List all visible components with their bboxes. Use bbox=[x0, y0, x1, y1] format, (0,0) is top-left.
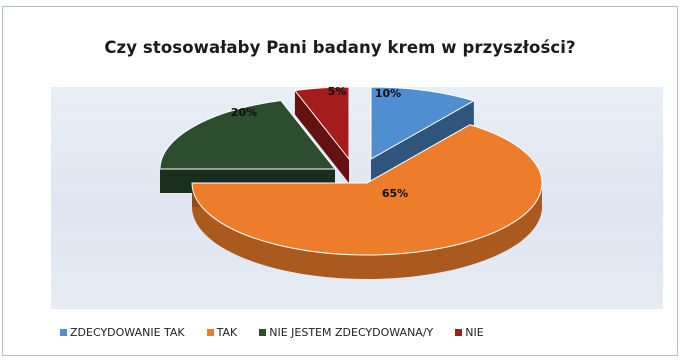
slice-side-3 bbox=[294, 90, 349, 183]
data-label: 10% bbox=[375, 87, 401, 100]
legend-swatch bbox=[455, 329, 463, 336]
pie-slice-tak bbox=[191, 124, 543, 256]
legend-item: NIE bbox=[455, 326, 484, 339]
data-label: 20% bbox=[231, 106, 257, 119]
legend-item: TAK bbox=[206, 326, 238, 339]
legend-swatch bbox=[259, 329, 267, 336]
legend-label: TAK bbox=[216, 326, 238, 339]
pie-slice-nie bbox=[293, 86, 350, 161]
pie-slice-zdecydowanie-tak bbox=[370, 86, 476, 160]
legend-label: ZDECYDOWANIE TAK bbox=[70, 326, 185, 339]
chart-legend: ZDECYDOWANIE TAK TAK NIE JESTEM ZDECYDOWAN… bbox=[60, 326, 506, 339]
legend-item: ZDECYDOWANIE TAK bbox=[60, 326, 185, 339]
data-label: 5% bbox=[328, 85, 347, 98]
legend-label: NIE bbox=[465, 326, 484, 339]
pie-slice-nie-jestem-zdecydowana-y bbox=[159, 99, 337, 170]
chart-title: Czy stosowałaby Pani badany krem w przys… bbox=[104, 38, 576, 57]
slice-side-0 bbox=[371, 100, 474, 183]
legend-label: NIE JESTEM ZDECYDOWANA/Y bbox=[269, 326, 434, 339]
legend-item: NIE JESTEM ZDECYDOWANA/Y bbox=[259, 326, 433, 339]
data-label: 65% bbox=[382, 187, 408, 200]
legend-swatch bbox=[206, 329, 214, 336]
legend-swatch bbox=[60, 329, 67, 336]
